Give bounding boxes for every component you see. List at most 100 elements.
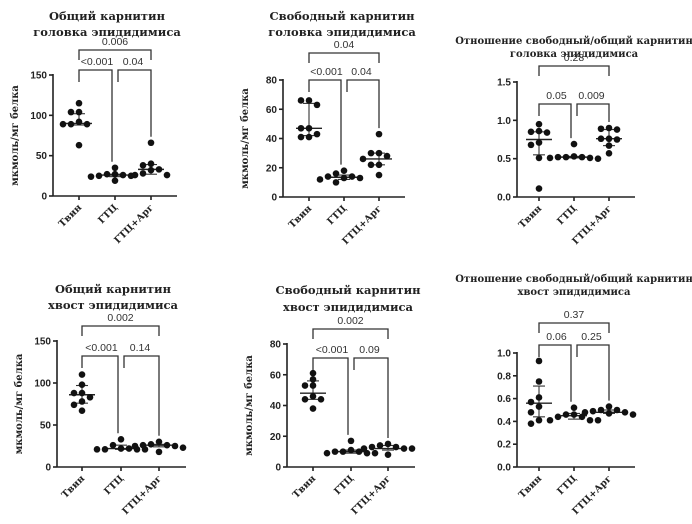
data-point [383,152,391,160]
p-value-label: 0.04 [334,39,355,51]
p-value-label: <0.001 [81,56,114,68]
data-point [339,448,347,455]
chart-title-line: хвост эпидидимиса [48,298,179,312]
data-point [86,393,94,401]
y-tick-label: 1.5 [497,78,511,89]
significance-bracket [538,344,572,402]
p-value-label: 0.28 [564,52,585,64]
data-point [147,139,155,147]
data-point [131,171,139,179]
data-point [375,161,383,169]
chart-title-line: головка эпидидимиса [33,25,181,39]
data-point [367,149,375,157]
chart-title-line: Общий карнитин [55,282,172,296]
data-point [313,101,321,109]
data-point [581,408,589,416]
data-point [605,124,613,132]
data-point [309,369,317,377]
data-point [371,449,379,457]
data-point [117,445,125,452]
data-point [605,410,613,417]
significance-bracket [346,79,380,129]
data-point [131,442,139,450]
data-point [554,153,562,161]
data-point [586,416,594,424]
data-point [392,443,400,451]
p-value-label: <0.001 [310,66,343,78]
data-point [332,179,340,186]
y-tick-label: 1.0 [497,349,511,360]
significance-bracket [312,357,349,435]
x-tick-label: Твин [287,203,314,230]
chart-panel-5: Свободный карнитин хвост эпидидимиса мкмол… [244,283,421,517]
p-value-label: 0.04 [351,66,372,78]
data-point [359,155,367,163]
series-2 [323,437,379,457]
y-tick-label: 0.8 [497,371,511,382]
data-point [578,153,586,161]
data-point [597,406,605,414]
series-1 [526,120,552,192]
data-point [155,448,163,456]
y-tick-label: 0.6 [497,394,511,405]
y-tick-label: 80 [266,76,278,87]
chart-panel-2: Свободный карнитин головка эпидидимиса мкм… [240,9,416,247]
data-point [347,437,355,445]
p-value-label: 0.37 [564,309,585,321]
y-tick-label: 0.5 [497,154,511,165]
data-point [109,441,117,449]
data-point [323,449,331,457]
y-tick-label: 60 [270,370,282,381]
data-point [163,441,171,449]
data-point [316,176,324,183]
data-point [527,141,535,149]
data-point [324,173,332,180]
data-point [605,403,613,410]
data-point [301,396,309,403]
y-tick-label: 0 [41,192,47,203]
y-axis-label: мкмоль/мг белка [14,353,25,454]
data-point [589,407,597,415]
y-tick-label: 0 [275,463,281,474]
significance-bracket [538,322,610,333]
series-1 [526,357,552,427]
data-point [155,438,163,446]
y-tick-label: 0.0 [497,193,511,204]
data-point [347,446,355,454]
y-tick-label: 0.0 [497,463,511,474]
data-point [117,435,125,443]
chart-title-line: Свободный карнитин [269,9,415,23]
series-1 [69,371,95,415]
data-point [147,441,155,448]
x-tick-label: Твин [517,473,544,500]
chart-title-line: хвост эпидидимиса [517,287,631,298]
series-2 [87,164,135,184]
y-tick-label: 100 [34,379,51,390]
y-tick-label: 40 [270,401,282,412]
data-point [570,153,578,160]
x-tick-label: ГТЦ [555,203,579,227]
data-point [309,376,317,383]
data-point [147,160,155,168]
significance-bracket [538,65,610,76]
y-tick-label: 50 [40,421,52,432]
p-value-label: 0.006 [102,36,128,48]
data-point [75,108,83,116]
x-tick-label: ГТЦ [96,202,120,226]
p-value-label: 0.009 [578,90,604,102]
data-point [360,445,368,452]
data-point [535,403,543,410]
chart-title-line: головка эпидидимиса [510,49,639,60]
data-point [95,172,103,180]
data-point [119,171,127,179]
significance-bracket [312,328,389,339]
series-1 [59,99,92,149]
data-point [570,404,578,412]
significance-bracket [308,79,342,165]
chart-title-line: Свободный карнитин [275,283,421,297]
data-point [70,401,78,409]
data-point [375,130,383,138]
x-tick-label: ГТЦ [555,473,579,497]
x-tick-label: ГТЦ+Арг [120,473,164,517]
data-point [305,133,313,141]
